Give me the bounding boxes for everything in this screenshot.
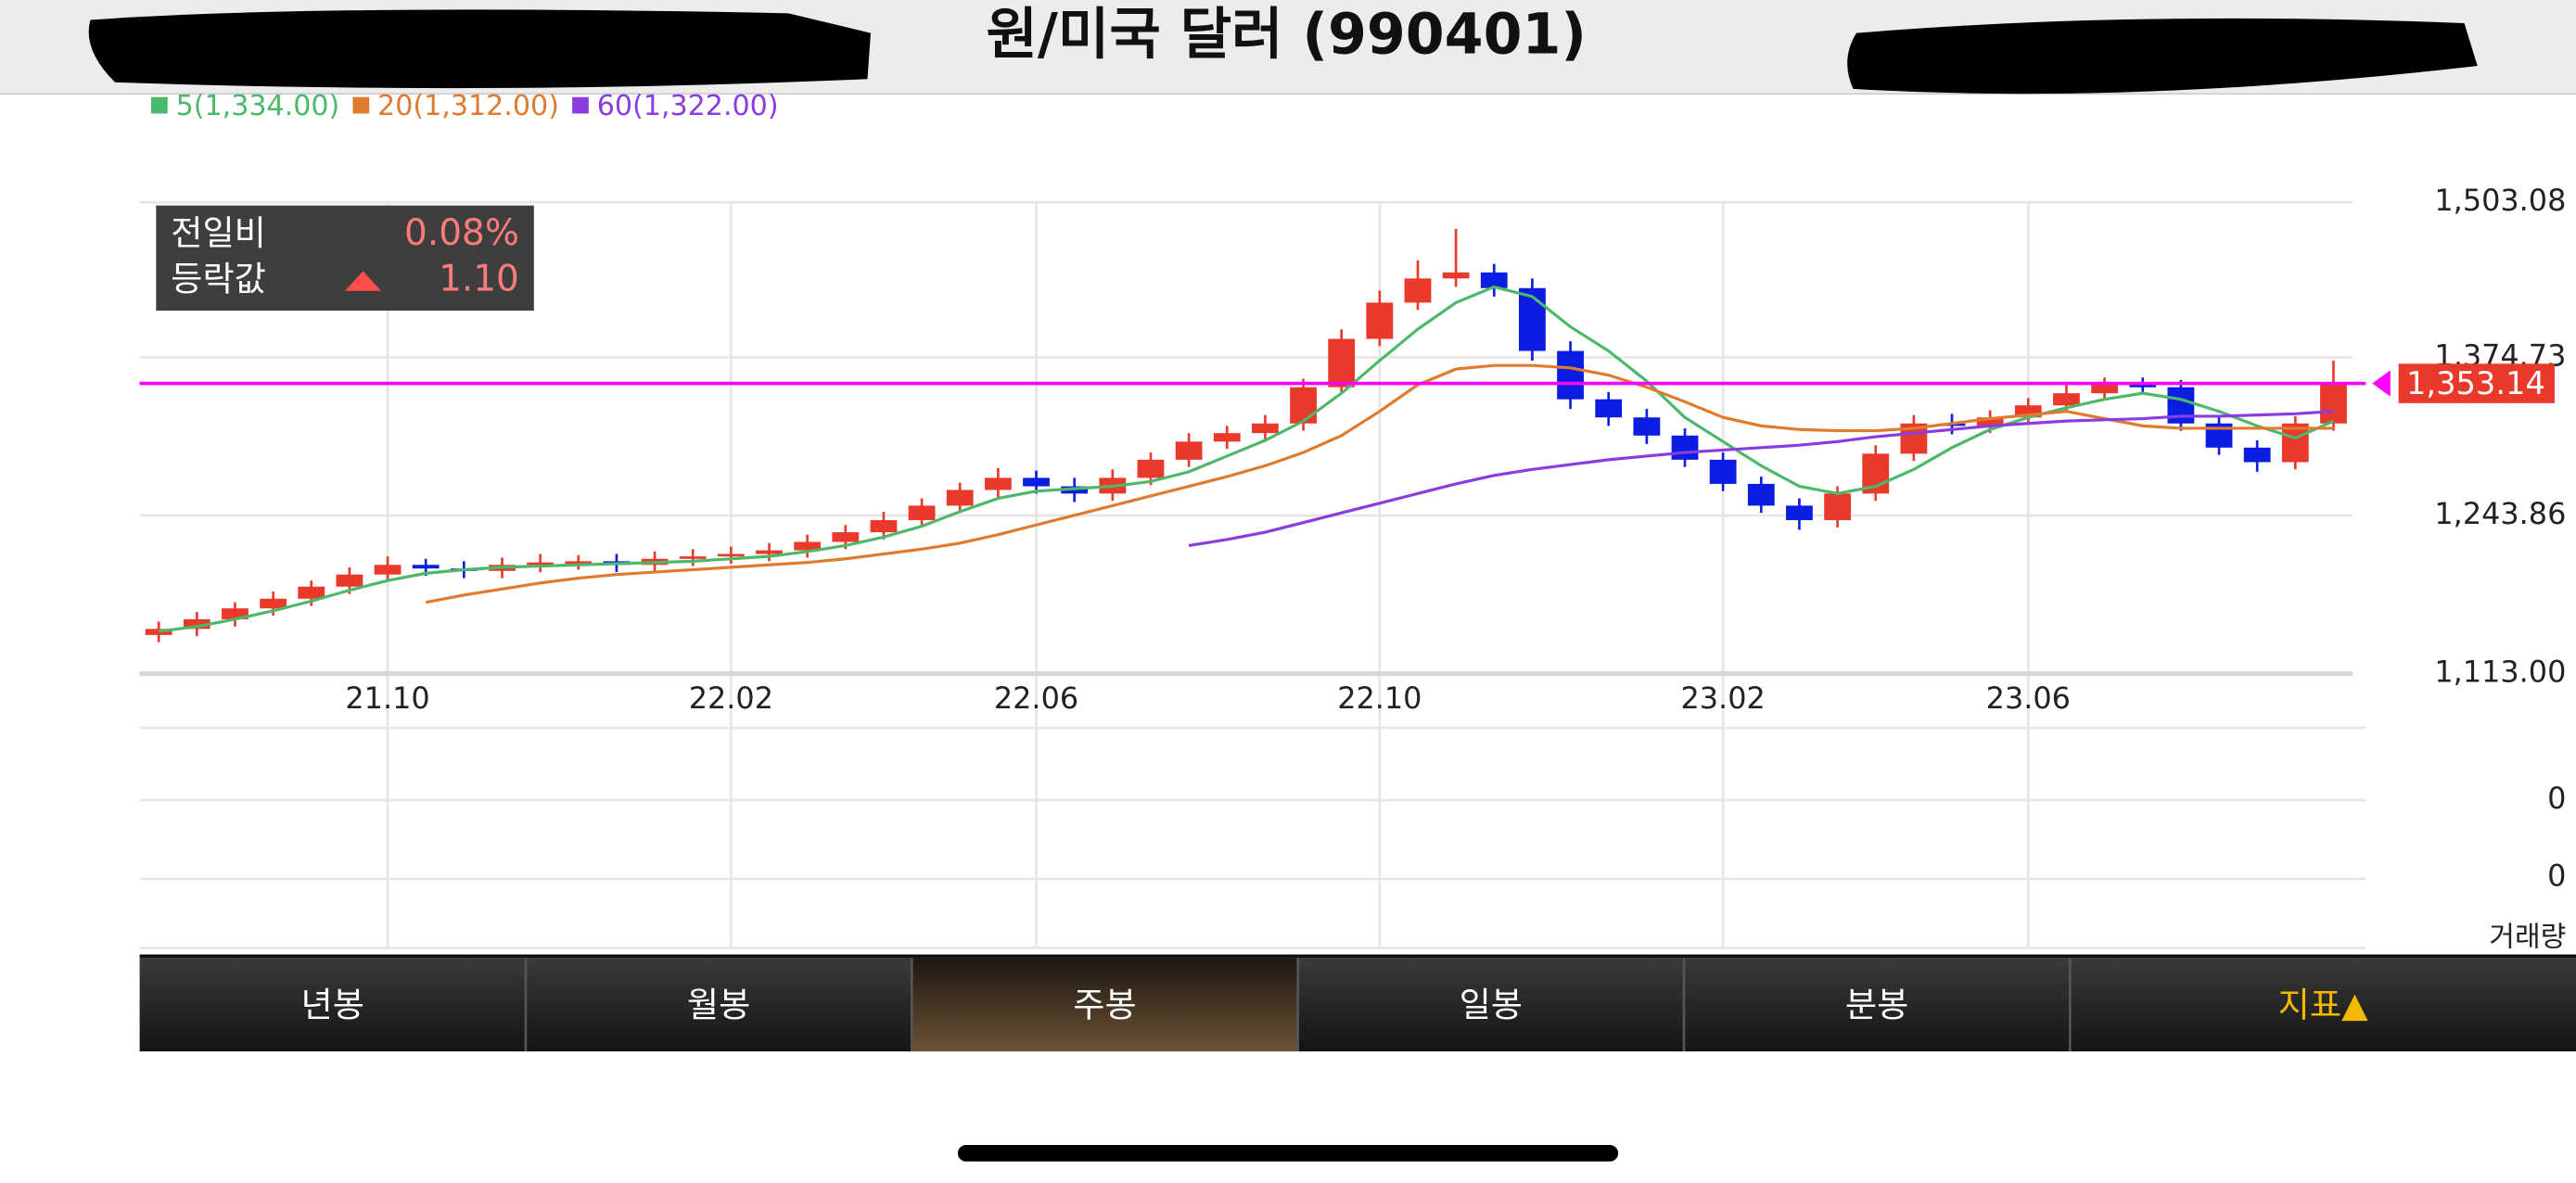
legend-swatch [150, 96, 168, 114]
info-value: 0.08% [404, 212, 519, 254]
candle-body [1671, 435, 1699, 460]
candle-body [832, 532, 860, 542]
tab-label[interactable]: 분봉 [1845, 985, 1908, 1025]
y-tick-label: 1,243.86 [2434, 496, 2566, 531]
tab-label[interactable]: 년봉 [301, 985, 364, 1025]
candle-body [298, 586, 325, 599]
candle-body [1480, 272, 1508, 288]
candle-body [1328, 338, 1356, 388]
tab[interactable] [1683, 958, 2071, 1052]
legend-swatch [352, 96, 370, 114]
info-box [156, 205, 534, 312]
price-label: 1,353.14 [2406, 365, 2545, 401]
x-tick-label: 22.06 [994, 681, 1078, 716]
candle-body [2281, 423, 2309, 463]
candle-body [679, 556, 707, 559]
candle-body [412, 565, 440, 569]
candle-body [336, 574, 363, 587]
candle-body [1595, 399, 1623, 418]
candle-body [527, 562, 555, 566]
x-tick-label: 22.10 [1337, 681, 1422, 716]
ma-line [1188, 410, 2334, 547]
candle-body [1137, 459, 1165, 478]
candle-body [1404, 278, 1432, 303]
candle-body [1824, 493, 1851, 521]
candle-body [1519, 287, 1546, 351]
up-arrow [345, 271, 382, 291]
candle-body [794, 541, 822, 551]
volume-label: 0 [2547, 781, 2566, 816]
info-value: 1.10 [439, 259, 519, 300]
candle-body [1786, 505, 1813, 521]
volume-title: 거래량 [2489, 921, 2566, 953]
y-tick-label: 1,113.00 [2434, 655, 2566, 690]
candle-body [2053, 393, 2080, 406]
candle-body [946, 490, 974, 506]
price-marker [2372, 370, 2391, 397]
tab-label[interactable]: 월봉 [687, 985, 750, 1025]
candle-body [756, 550, 783, 554]
tab[interactable] [139, 958, 526, 1052]
redaction [1847, 18, 2478, 95]
candle-body [183, 618, 210, 630]
candle-body [1976, 417, 2004, 426]
tab[interactable] [1297, 958, 1684, 1052]
candle-body [908, 505, 936, 521]
candle-body [1251, 423, 1279, 434]
candle-body [2243, 447, 2271, 463]
x-tick-label: 23.06 [1986, 681, 2071, 716]
tab[interactable] [525, 958, 912, 1052]
candle-body [260, 598, 287, 609]
ma-line [158, 285, 2335, 633]
candle-body [1633, 417, 1661, 436]
redaction [88, 9, 871, 89]
x-tick-label: 22.02 [689, 681, 773, 716]
candle-body [2091, 385, 2119, 394]
home-indicator [957, 1145, 1619, 1162]
ma-line [425, 363, 2334, 604]
candle-body [145, 629, 172, 635]
legend-entry: 20(1,312.00) [377, 90, 559, 122]
volume-label: 0 [2547, 858, 2566, 893]
price-label-box [2398, 363, 2555, 403]
candle-body [1175, 441, 1203, 460]
candle-body [2320, 383, 2347, 424]
candle-body [984, 477, 1012, 490]
candle-body [565, 561, 593, 565]
info-label: 전일비 [171, 212, 266, 253]
candle-body [1557, 350, 1584, 400]
candle-body [1747, 483, 1775, 506]
tab-label[interactable]: 일봉 [1460, 985, 1523, 1025]
legend-entry: 5(1,334.00) [176, 90, 340, 122]
screen-title: 원/미국 달러 (990401) [987, 3, 1587, 68]
candle-body [2129, 385, 2157, 388]
x-tick-label: 23.02 [1681, 681, 1766, 716]
info-label: 등락값 [171, 259, 266, 299]
candle-body [222, 608, 249, 619]
candle-body [1709, 459, 1737, 484]
candle-body [1442, 272, 1470, 279]
y-tick-label: 1,503.08 [2434, 183, 2566, 218]
tab-label[interactable]: 지표▲ [2278, 985, 2368, 1025]
candle-body [374, 565, 402, 575]
legend-swatch [572, 96, 589, 114]
candle-body [1290, 387, 1317, 424]
tab[interactable] [912, 958, 1298, 1052]
candle-body [1023, 477, 1050, 487]
legend-entry: 60(1,322.00) [597, 90, 779, 122]
candle-body [870, 520, 898, 533]
tab[interactable] [2070, 958, 2576, 1052]
candle-body [1366, 302, 1394, 339]
candle-body [1213, 433, 1241, 442]
tab-label[interactable]: 주봉 [1073, 985, 1136, 1025]
x-tick-label: 21.10 [345, 681, 429, 716]
candle-body [717, 553, 745, 557]
